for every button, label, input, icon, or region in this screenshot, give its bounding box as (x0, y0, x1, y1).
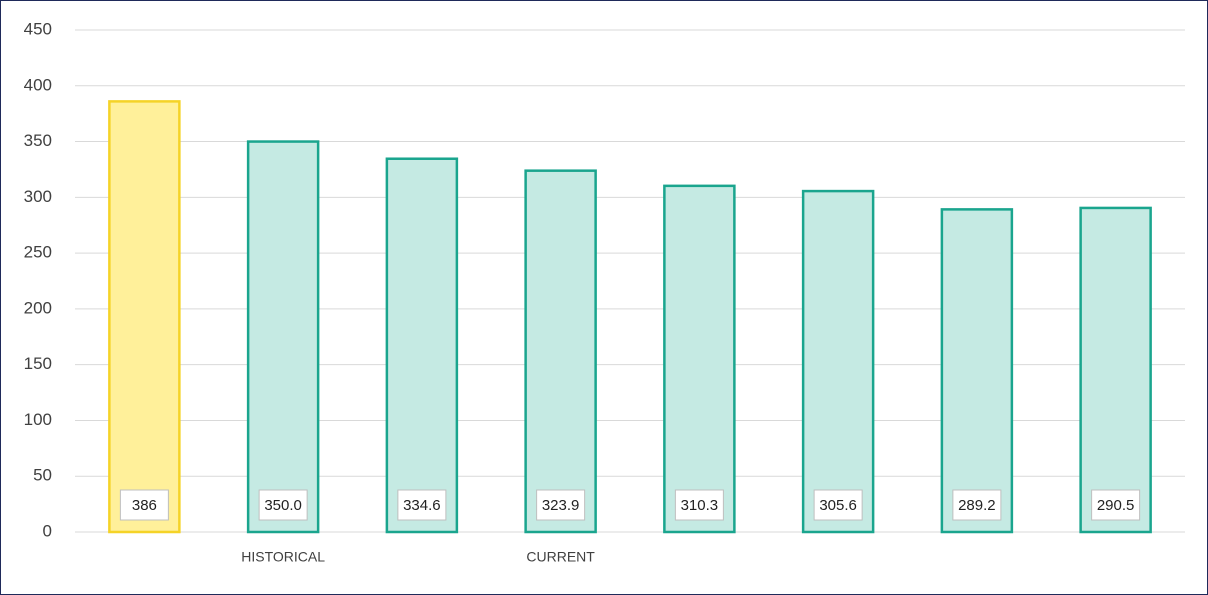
value-label-box (674, 489, 724, 521)
value-label-box (813, 489, 863, 521)
bar (801, 189, 875, 534)
value-label: 386 (132, 497, 157, 514)
y-tick-label: 0 (43, 521, 52, 540)
value-label: 350.0 (264, 497, 302, 514)
y-tick-label: 300 (24, 187, 52, 206)
value-label-box (397, 489, 447, 521)
x-tick-label: HISTORICAL (241, 549, 325, 565)
y-tick-label: 350 (24, 131, 52, 150)
y-tick-label: 150 (24, 354, 52, 373)
y-tick-label: 250 (24, 243, 52, 262)
value-label: 289.2 (958, 497, 996, 514)
x-tick-label: CURRENT (526, 549, 595, 565)
bar (940, 208, 1014, 534)
y-tick-label: 200 (24, 298, 52, 317)
value-label: 323.9 (542, 497, 580, 514)
value-label: 305.6 (819, 497, 857, 514)
value-label-box (1091, 489, 1141, 521)
bar (385, 157, 459, 534)
value-label: 290.5 (1097, 497, 1135, 514)
value-label: 334.6 (403, 497, 441, 514)
bar (108, 100, 181, 534)
y-tick-label: 100 (24, 410, 52, 429)
y-tick-label: 50 (33, 466, 52, 485)
value-label: 310.3 (681, 497, 719, 514)
bar (246, 140, 320, 534)
bar (1079, 206, 1152, 534)
value-label-box (258, 489, 308, 521)
y-tick-label: 450 (24, 19, 52, 38)
value-label-box (536, 489, 586, 521)
value-label-box (119, 489, 169, 521)
bar (524, 169, 597, 534)
bar (663, 184, 736, 534)
y-tick-label: 400 (24, 75, 52, 94)
value-label-box (952, 489, 1002, 521)
